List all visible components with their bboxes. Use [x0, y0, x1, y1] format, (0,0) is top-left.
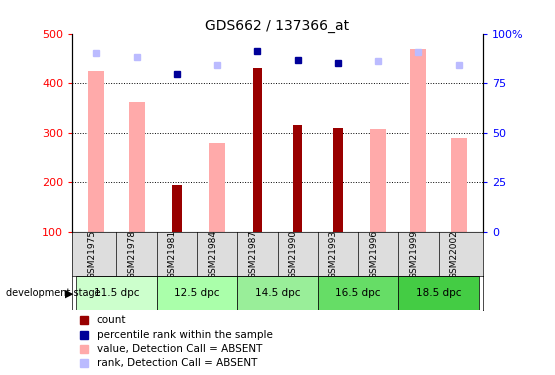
Text: GSM22002: GSM22002	[450, 230, 458, 279]
Text: GSM21978: GSM21978	[128, 230, 137, 279]
Text: GSM21981: GSM21981	[168, 230, 177, 279]
Bar	[209, 143, 225, 232]
Text: 11.5 dpc: 11.5 dpc	[94, 288, 139, 298]
Bar	[333, 128, 343, 232]
Text: 14.5 dpc: 14.5 dpc	[255, 288, 300, 298]
Text: GSM21987: GSM21987	[249, 230, 258, 279]
Bar	[76, 276, 157, 310]
Text: rank, Detection Call = ABSENT: rank, Detection Call = ABSENT	[97, 358, 257, 369]
Title: GDS662 / 137366_at: GDS662 / 137366_at	[205, 19, 350, 33]
Bar	[451, 138, 467, 232]
Text: value, Detection Call = ABSENT: value, Detection Call = ABSENT	[97, 344, 262, 354]
Text: 16.5 dpc: 16.5 dpc	[335, 288, 381, 298]
Bar	[370, 129, 386, 232]
Bar	[237, 276, 318, 310]
Text: GSM21999: GSM21999	[410, 230, 418, 279]
Bar	[88, 71, 104, 232]
Bar	[398, 276, 479, 310]
Text: GSM21990: GSM21990	[289, 230, 297, 279]
Text: GSM21984: GSM21984	[208, 230, 217, 279]
Text: 18.5 dpc: 18.5 dpc	[416, 288, 461, 298]
Text: GSM21993: GSM21993	[329, 230, 338, 279]
Bar	[157, 276, 237, 310]
Text: percentile rank within the sample: percentile rank within the sample	[97, 330, 273, 340]
Text: ▶: ▶	[65, 288, 74, 298]
Bar	[318, 276, 398, 310]
Text: GSM21996: GSM21996	[369, 230, 378, 279]
Bar	[172, 185, 181, 232]
Text: count: count	[97, 315, 127, 326]
Text: development stage: development stage	[6, 288, 100, 298]
Bar	[410, 49, 426, 232]
Bar	[129, 102, 145, 232]
Text: GSM21975: GSM21975	[87, 230, 97, 279]
Text: 12.5 dpc: 12.5 dpc	[174, 288, 220, 298]
Bar	[253, 68, 262, 232]
Bar	[293, 125, 302, 232]
